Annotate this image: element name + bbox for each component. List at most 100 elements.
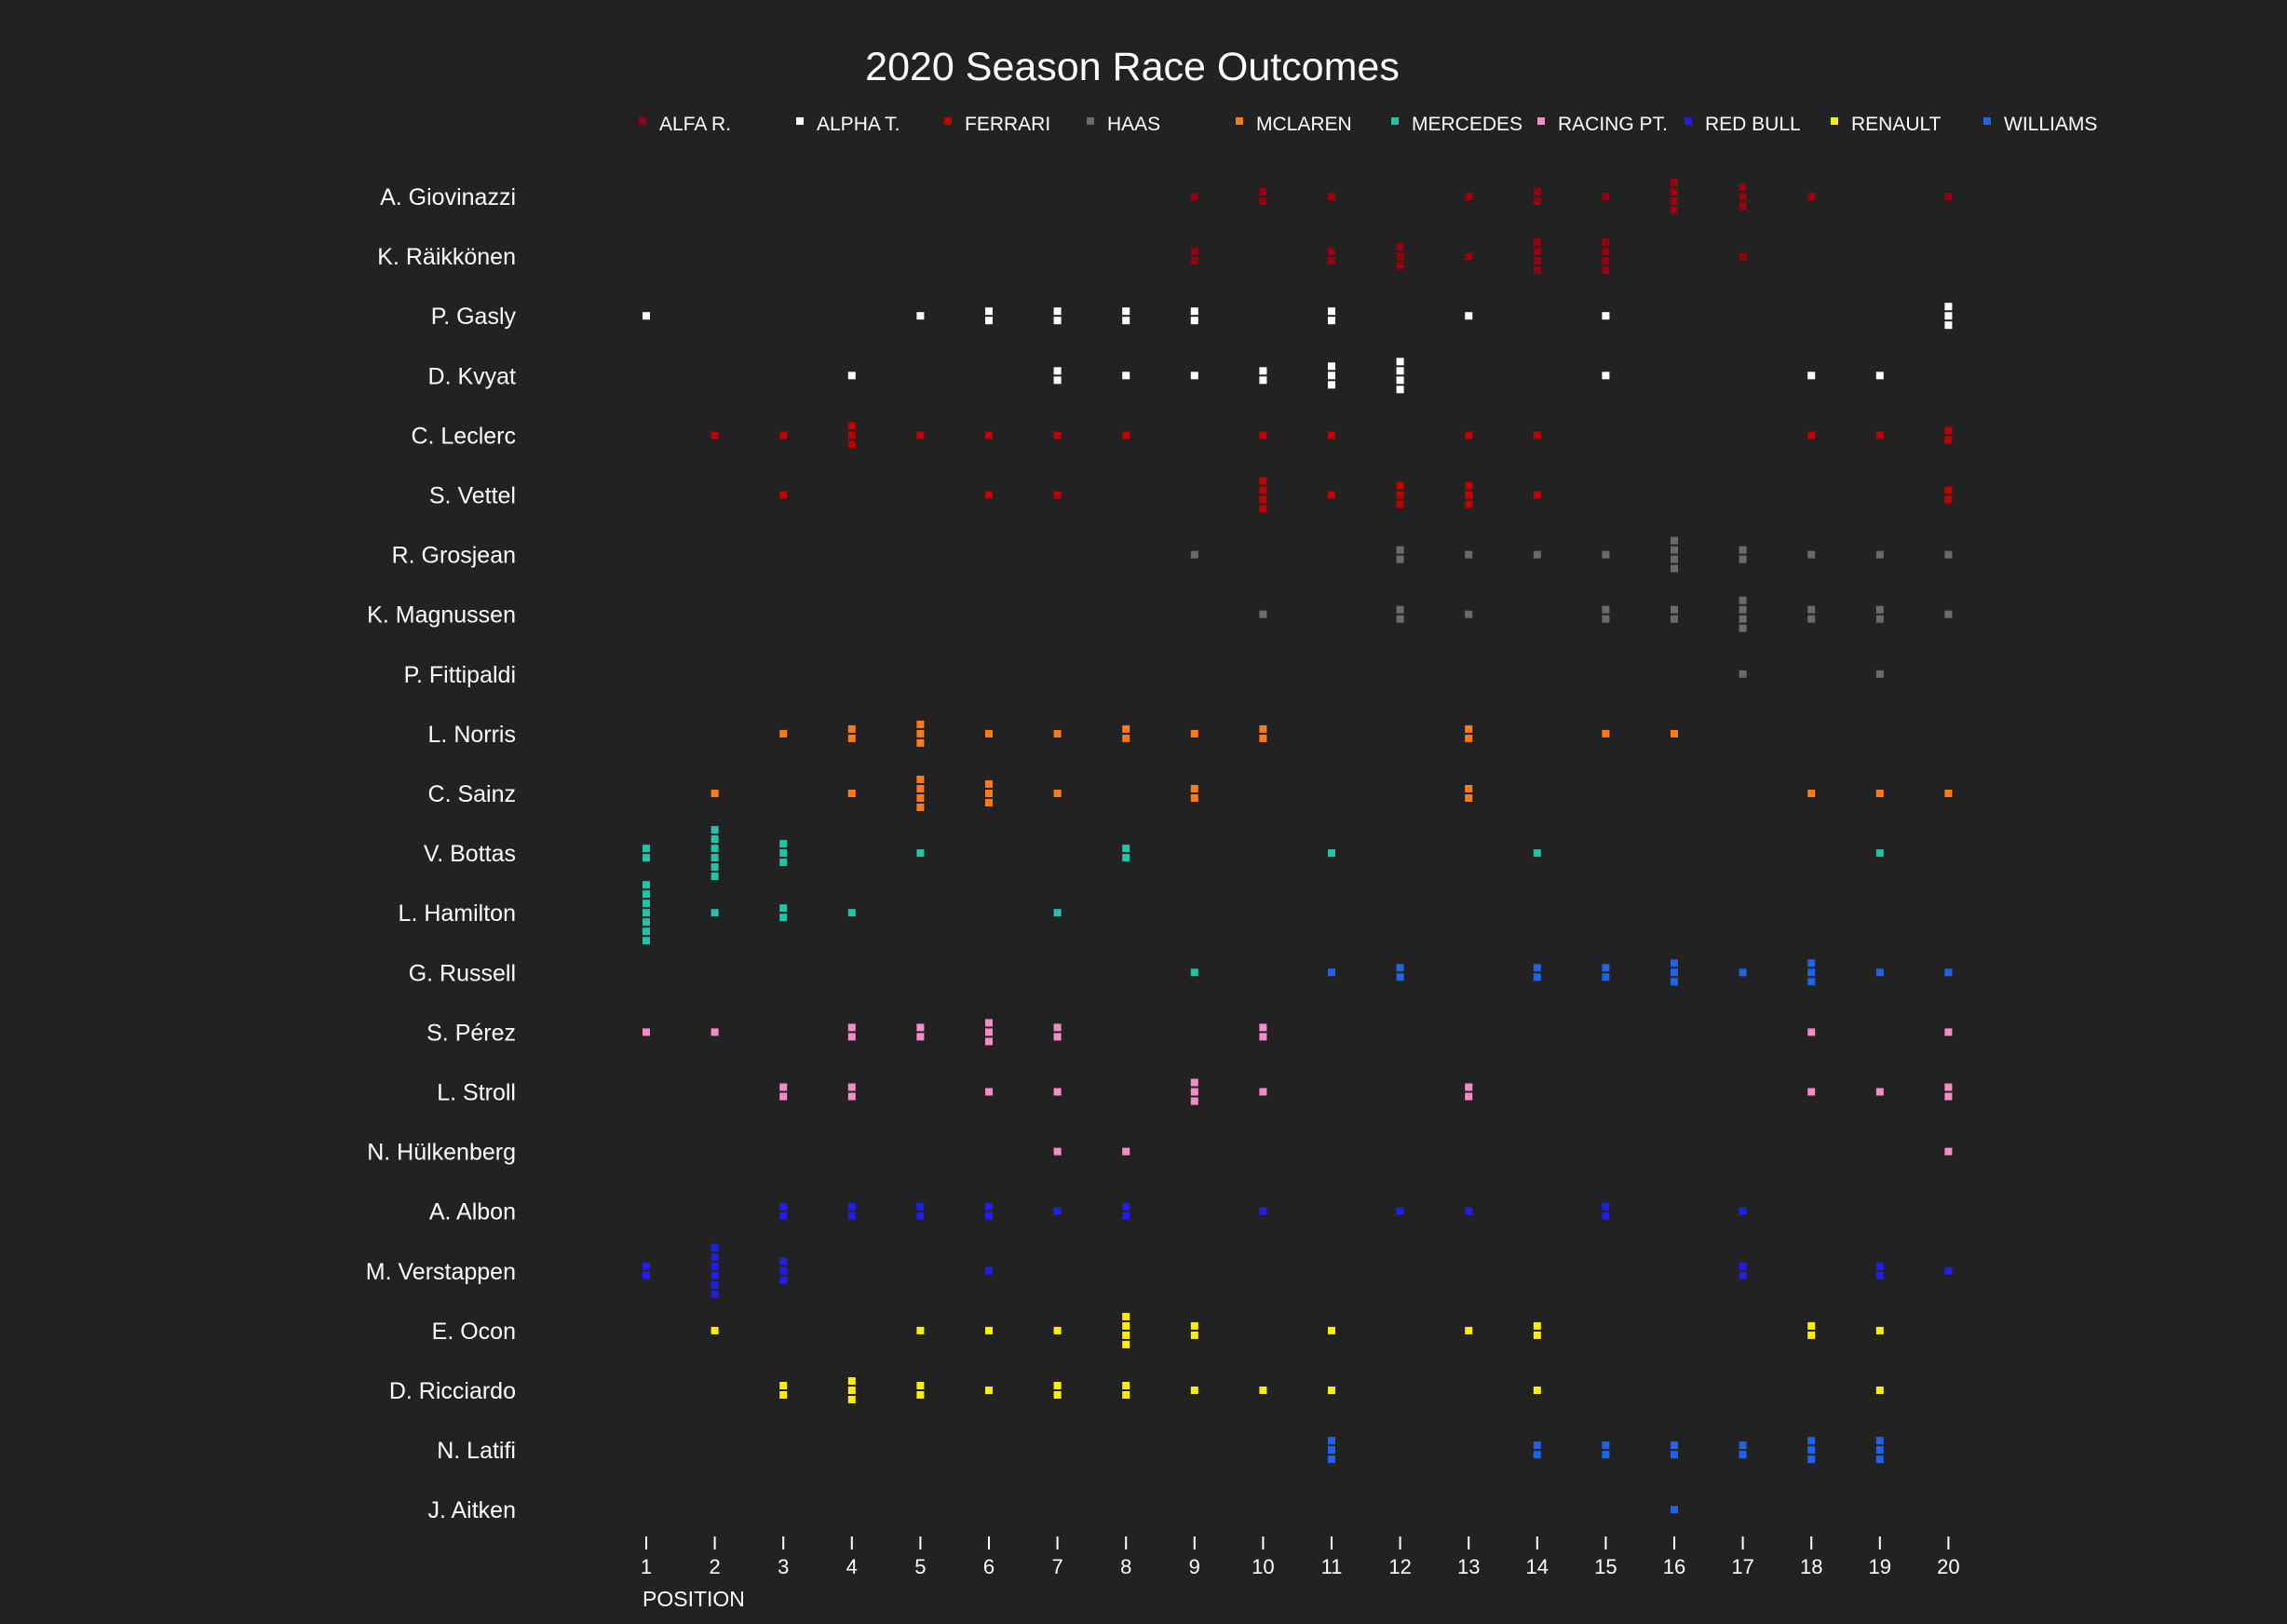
result-square [1122,1382,1130,1389]
result-square [1533,491,1541,499]
result-g-russell-p11 [1328,968,1335,977]
result-l-hamilton-p4 [847,909,856,917]
result-square [985,729,993,738]
x-tick-4: 4 [846,1536,858,1578]
result-c-leclerc-p2 [710,431,719,440]
result-square [1465,193,1473,200]
result-square [643,937,650,945]
result-square [1671,179,1678,186]
result-square [1328,1387,1335,1394]
result-square [1533,431,1541,440]
result-square [1807,1437,1816,1445]
result-m-verstappen-p3 [779,1257,788,1284]
result-square [1739,1441,1747,1450]
result-d-ricciardo-p9 [1190,1387,1198,1394]
result-l-norris-p4 [847,724,856,742]
result-a-albon-p8 [1122,1202,1130,1220]
result-l-hamilton-p7 [1053,909,1062,917]
result-square [1396,243,1404,251]
x-tick-12: 12 [1388,1536,1412,1578]
result-n-latifi-p16 [1671,1441,1678,1459]
result-p-gasly-p11 [1328,307,1335,325]
legend-label: HAAS [1107,114,1160,135]
result-square [1328,968,1335,977]
result-square [916,1211,925,1220]
result-n-latifi-p14 [1533,1441,1541,1459]
result-square [1807,959,1816,968]
result-a-giovinazzi-p17 [1739,183,1747,210]
result-a-albon-p5 [916,1202,925,1220]
result-square [1602,257,1610,265]
result-square [1739,1207,1747,1215]
result-square [1190,1078,1198,1087]
result-m-verstappen-p19 [1875,1262,1884,1279]
result-square [1739,670,1747,678]
result-square [1875,670,1884,678]
driver-label-v-bottas: V. Bottas [424,841,516,867]
result-s-vettel-p12 [1396,481,1404,508]
legend-item-alpha-t: ALPHA T. [796,114,900,135]
result-square [1328,193,1335,200]
result-k-raikkonen-p9 [1190,248,1198,265]
driver-label-p-gasly: P. Gasly [431,304,517,330]
result-square [847,1083,856,1091]
result-square [1944,321,1953,330]
result-l-norris-p9 [1190,729,1198,738]
result-square [1944,436,1953,444]
result-square [710,854,719,862]
result-square [1396,367,1404,375]
result-d-kvyat-p7 [1053,367,1062,385]
result-d-kvyat-p8 [1122,372,1130,380]
result-v-bottas-p1 [643,845,650,862]
result-square [1053,317,1062,325]
result-square [847,1092,856,1101]
result-k-raikkonen-p17 [1739,252,1747,261]
result-k-magnussen-p20 [1944,610,1953,618]
result-a-giovinazzi-p13 [1465,193,1473,200]
result-v-bottas-p11 [1328,849,1335,858]
result-square [1396,973,1404,981]
result-square [1671,1506,1678,1514]
result-square [1739,1271,1747,1279]
result-l-stroll-p20 [1944,1083,1953,1101]
x-tick-6: 6 [983,1536,995,1578]
result-square [1671,615,1678,623]
result-square [1807,1455,1816,1464]
result-square [1396,555,1404,563]
result-c-sainz-p20 [1944,790,1953,797]
result-square [1807,1321,1816,1330]
x-tick-19: 19 [1869,1536,1891,1578]
legend-swatch [1983,117,1991,125]
result-square [1122,1321,1130,1330]
result-square [1944,303,1953,311]
result-d-ricciardo-p7 [1053,1382,1062,1399]
result-square [1602,1202,1610,1211]
x-axis-label: POSITION [643,1587,745,1611]
result-square [710,1262,719,1270]
result-square [710,1252,719,1261]
result-square [1190,1331,1198,1339]
result-p-gasly-p13 [1465,312,1473,320]
result-c-leclerc-p6 [985,431,993,440]
result-l-norris-p6 [985,729,993,738]
result-square [1739,605,1747,614]
result-square [1328,381,1335,389]
result-a-albon-p13 [1465,1207,1473,1215]
x-tick-20: 20 [1937,1536,1960,1578]
result-square [779,1391,788,1399]
result-square [643,927,650,936]
legend-item-mclaren: MCLAREN [1236,114,1352,135]
result-square [1602,312,1610,320]
legend-label: FERRARI [965,114,1050,135]
result-square [1122,1312,1130,1320]
driver-label-l-stroll: L. Stroll [437,1080,516,1106]
result-square [710,1243,719,1252]
x-tick-label: 5 [914,1555,926,1578]
result-square [1053,729,1062,738]
result-square [1190,1387,1198,1394]
x-tick-8: 8 [1120,1536,1131,1578]
legend-swatch [639,117,646,125]
result-square [1053,1147,1062,1156]
result-a-albon-p15 [1602,1202,1610,1220]
result-square [1122,845,1130,853]
